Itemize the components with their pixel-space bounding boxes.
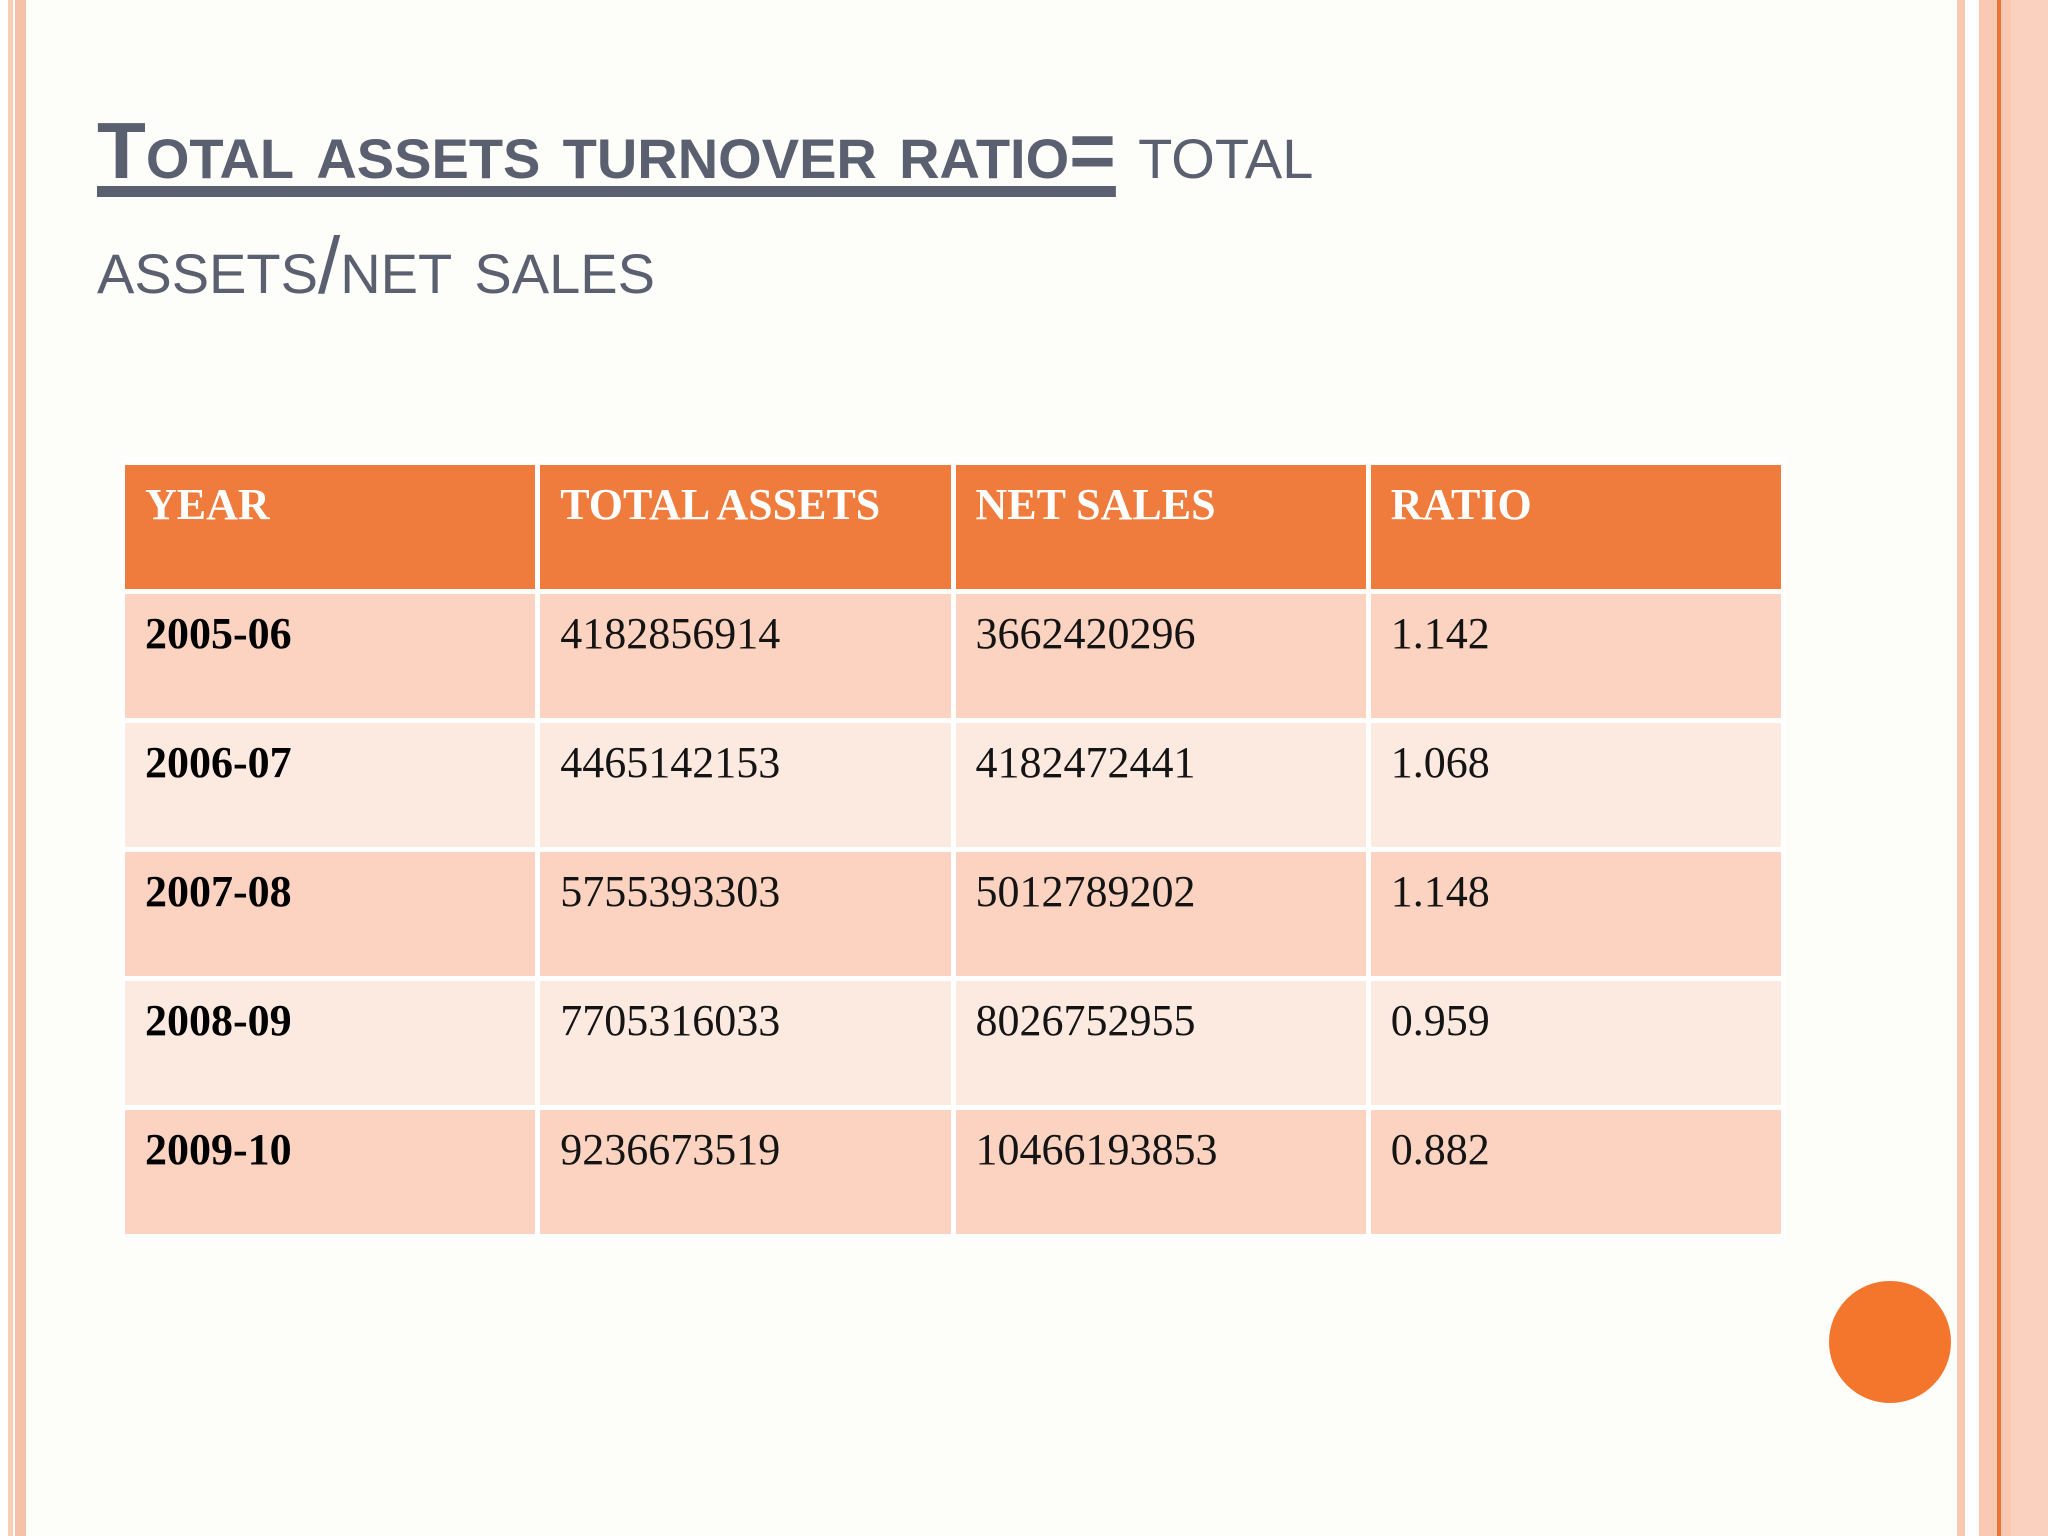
- table-row: 2006-07 4465142153 4182472441 1.068: [119, 718, 1787, 852]
- total-assets-cell: 5755393303: [535, 847, 956, 981]
- year-cell: 2005-06: [119, 589, 541, 723]
- total-assets-cell: 7705316033: [535, 976, 956, 1110]
- circle-ornament: [1829, 1281, 1951, 1403]
- ratio-cell: 0.959: [1365, 976, 1787, 1110]
- table-header-row: YEAR TOTAL ASSETS NET SALES RATIO: [119, 460, 1787, 594]
- col-header-total-assets: TOTAL ASSETS: [535, 460, 956, 594]
- net-sales-cell: 8026752955: [950, 976, 1371, 1110]
- right-border-ornament: [1955, 0, 2048, 1536]
- title-plain-part: total assets/net sales: [97, 106, 1336, 310]
- total-assets-cell: 4465142153: [535, 718, 956, 852]
- net-sales-cell: 10466193853: [950, 1105, 1371, 1239]
- ratio-cell: 0.882: [1365, 1105, 1787, 1239]
- assets-turnover-table: YEAR TOTAL ASSETS NET SALES RATIO 2005-0…: [119, 460, 1787, 1239]
- slide-title: Total assets turnover ratio= total asset…: [97, 93, 1657, 323]
- total-assets-cell: 9236673519: [535, 1105, 956, 1239]
- table-row: 2008-09 7705316033 8026752955 0.959: [119, 976, 1787, 1110]
- title-underlined-part: Total assets turnover ratio=: [97, 106, 1116, 195]
- net-sales-cell: 5012789202: [950, 847, 1371, 981]
- year-cell: 2006-07: [119, 718, 541, 852]
- year-cell: 2008-09: [119, 976, 541, 1110]
- ratio-cell: 1.148: [1365, 847, 1787, 981]
- net-sales-cell: 4182472441: [950, 718, 1371, 852]
- table-row: 2007-08 5755393303 5012789202 1.148: [119, 847, 1787, 981]
- table-row: 2005-06 4182856914 3662420296 1.142: [119, 589, 1787, 723]
- col-header-net-sales: NET SALES: [950, 460, 1371, 594]
- year-cell: 2007-08: [119, 847, 541, 981]
- table-row: 2009-10 9236673519 10466193853 0.882: [119, 1105, 1787, 1239]
- net-sales-cell: 3662420296: [950, 589, 1371, 723]
- left-border-ornament: [0, 0, 26, 1536]
- col-header-ratio: RATIO: [1365, 460, 1787, 594]
- ratio-cell: 1.068: [1365, 718, 1787, 852]
- col-header-year: YEAR: [119, 460, 541, 594]
- year-cell: 2009-10: [119, 1105, 541, 1239]
- total-assets-cell: 4182856914: [535, 589, 956, 723]
- ratio-cell: 1.142: [1365, 589, 1787, 723]
